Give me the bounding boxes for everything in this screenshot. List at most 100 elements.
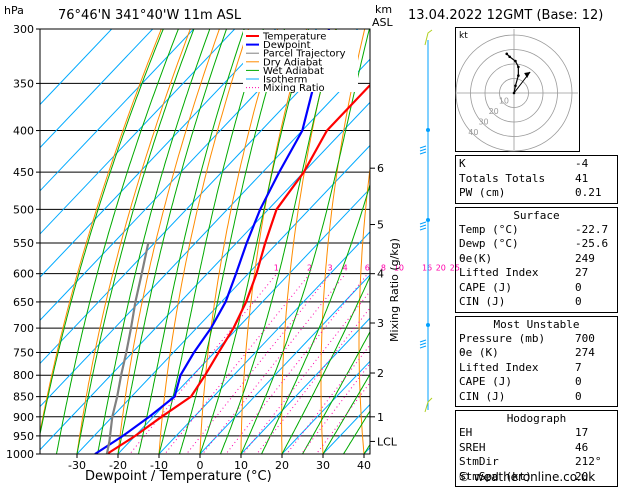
wind-barb <box>419 227 427 231</box>
index-row: CAPE (J) 0 <box>456 375 617 390</box>
isotherm-line <box>76 144 370 454</box>
wind-barb <box>419 339 427 343</box>
index-key: StmDir <box>459 455 499 468</box>
wet-adiabat-line <box>117 29 228 454</box>
index-key: θe (K) <box>459 346 499 359</box>
pressure-tick-label: 850 <box>13 391 34 404</box>
dry-adiabat-line <box>358 164 370 454</box>
isotherm-line <box>40 101 370 451</box>
index-row: K -4 <box>456 157 617 172</box>
index-key: K <box>459 157 466 170</box>
isotherm-line <box>40 29 154 149</box>
temp-tick-label: 20 <box>275 459 289 472</box>
mixing-ratio-line <box>286 344 370 454</box>
footer-credit: © weatheronline.co.uk <box>458 470 596 484</box>
wet-adiabat-line <box>158 29 264 454</box>
hodograph-point <box>505 52 509 56</box>
pressure-tick-label: 300 <box>13 23 34 36</box>
wet-adiabat-line <box>76 29 195 454</box>
index-key: CAPE (J) <box>459 375 512 388</box>
mixing-ratio-line <box>201 273 346 454</box>
dry-adiabat-line <box>199 29 279 454</box>
wind-barb <box>419 345 427 349</box>
mixing-ratio-label: 4 <box>343 264 348 273</box>
wet-adiabat-line <box>302 330 370 454</box>
parcel-trajectory-profile <box>105 242 150 454</box>
index-key: Dewp (°C) <box>459 237 519 250</box>
temp-tick-label: -20 <box>109 459 127 472</box>
wet-adiabat-line <box>179 29 286 454</box>
index-row: PW (cm) 0.21 <box>456 186 617 201</box>
dry-adiabat-line <box>320 29 366 454</box>
isotherm-line <box>40 29 195 192</box>
index-row: Lifted Index 27 <box>456 266 617 281</box>
dry-adiabat-line <box>240 29 308 454</box>
mixing-ratio-label: 1 <box>274 264 279 273</box>
legend-label: Isotherm <box>263 75 307 86</box>
wet-adiabat-line <box>220 29 337 454</box>
legend-label: Dewpoint <box>263 40 311 51</box>
hodograph-frame <box>455 27 580 152</box>
hodograph-unit-label: kt <box>459 31 468 41</box>
index-value: 700 <box>575 331 595 345</box>
surface-title: Surface <box>513 208 560 222</box>
hodograph-ring-label: 20 <box>489 107 499 116</box>
isotherm-line <box>240 317 370 454</box>
wet-adiabat-line <box>199 29 310 454</box>
index-value: 0 <box>575 295 582 308</box>
pressure-tick-label: 600 <box>13 268 34 281</box>
mixing-ratio-label: 25 <box>450 264 460 273</box>
hodograph-ring-label: 40 <box>468 128 478 137</box>
mixing-ratio-label: 6 <box>365 264 370 273</box>
index-key: Totals Totals <box>459 171 546 185</box>
wind-barb <box>419 145 427 149</box>
hodograph-ring-label: 30 <box>478 117 488 126</box>
mixing-ratio-label: 10 <box>394 264 404 273</box>
temp-tick-label: 10 <box>234 459 248 472</box>
index-row: Totals Totals 41 <box>456 172 617 187</box>
index-key: Lifted Index <box>459 266 539 279</box>
height-label: 2 <box>377 367 384 380</box>
wind-barb <box>419 151 427 155</box>
index-row: Pressure (mb) 700 <box>456 332 617 347</box>
legend-label: Dry Adiabat <box>263 57 322 68</box>
index-value: 41 <box>575 171 589 185</box>
index-key: EH <box>459 426 473 439</box>
wind-marker <box>426 128 430 132</box>
mixing-ratio-line <box>300 362 370 454</box>
index-row: Dewp (°C) -25.6 <box>456 237 617 252</box>
index-row: CIN (J) 0 <box>456 390 617 405</box>
dewpoint-profile <box>94 29 331 454</box>
index-row: SREH 46 <box>456 441 617 456</box>
hodograph-point <box>517 74 520 77</box>
temp-tick-label: 30 <box>316 459 330 472</box>
wind-barb <box>419 224 427 228</box>
index-key: CIN (J) <box>459 295 506 308</box>
isotherm-line <box>199 274 370 454</box>
index-value: 7 <box>575 360 582 374</box>
index-key: Temp (°C) <box>459 222 519 236</box>
pressure-tick-label: 650 <box>13 296 34 309</box>
storm-motion-arrowhead <box>524 71 531 78</box>
datetime-title: 13.04.2022 12GMT (Base: 12) <box>408 8 604 23</box>
height-label: 4 <box>377 268 384 281</box>
temp-tick-label: -30 <box>68 459 86 472</box>
dry-adiabat-line <box>76 29 191 454</box>
hodograph-ring-label: 10 <box>499 96 509 105</box>
temp-tick-label: 40 <box>357 459 371 472</box>
mixing-ratio-line <box>225 273 369 454</box>
wind-barb-top <box>424 29 433 46</box>
index-value: 46 <box>575 440 589 454</box>
mixing-ratio-label: 8 <box>381 264 386 273</box>
index-row: θe (K) 274 <box>456 346 617 361</box>
index-row: CAPE (J) 0 <box>456 281 617 296</box>
index-key: CAPE (J) <box>459 280 512 294</box>
isotherm-line <box>40 29 113 106</box>
mixing-ratio-label: 2 <box>307 264 312 273</box>
index-row: StmDir 212° <box>456 455 617 470</box>
isotherm-line <box>40 29 236 235</box>
index-row: θe(K) 249 <box>456 252 617 267</box>
pressure-tick-label: 700 <box>13 322 34 335</box>
index-key: Lifted Index <box>459 360 539 374</box>
